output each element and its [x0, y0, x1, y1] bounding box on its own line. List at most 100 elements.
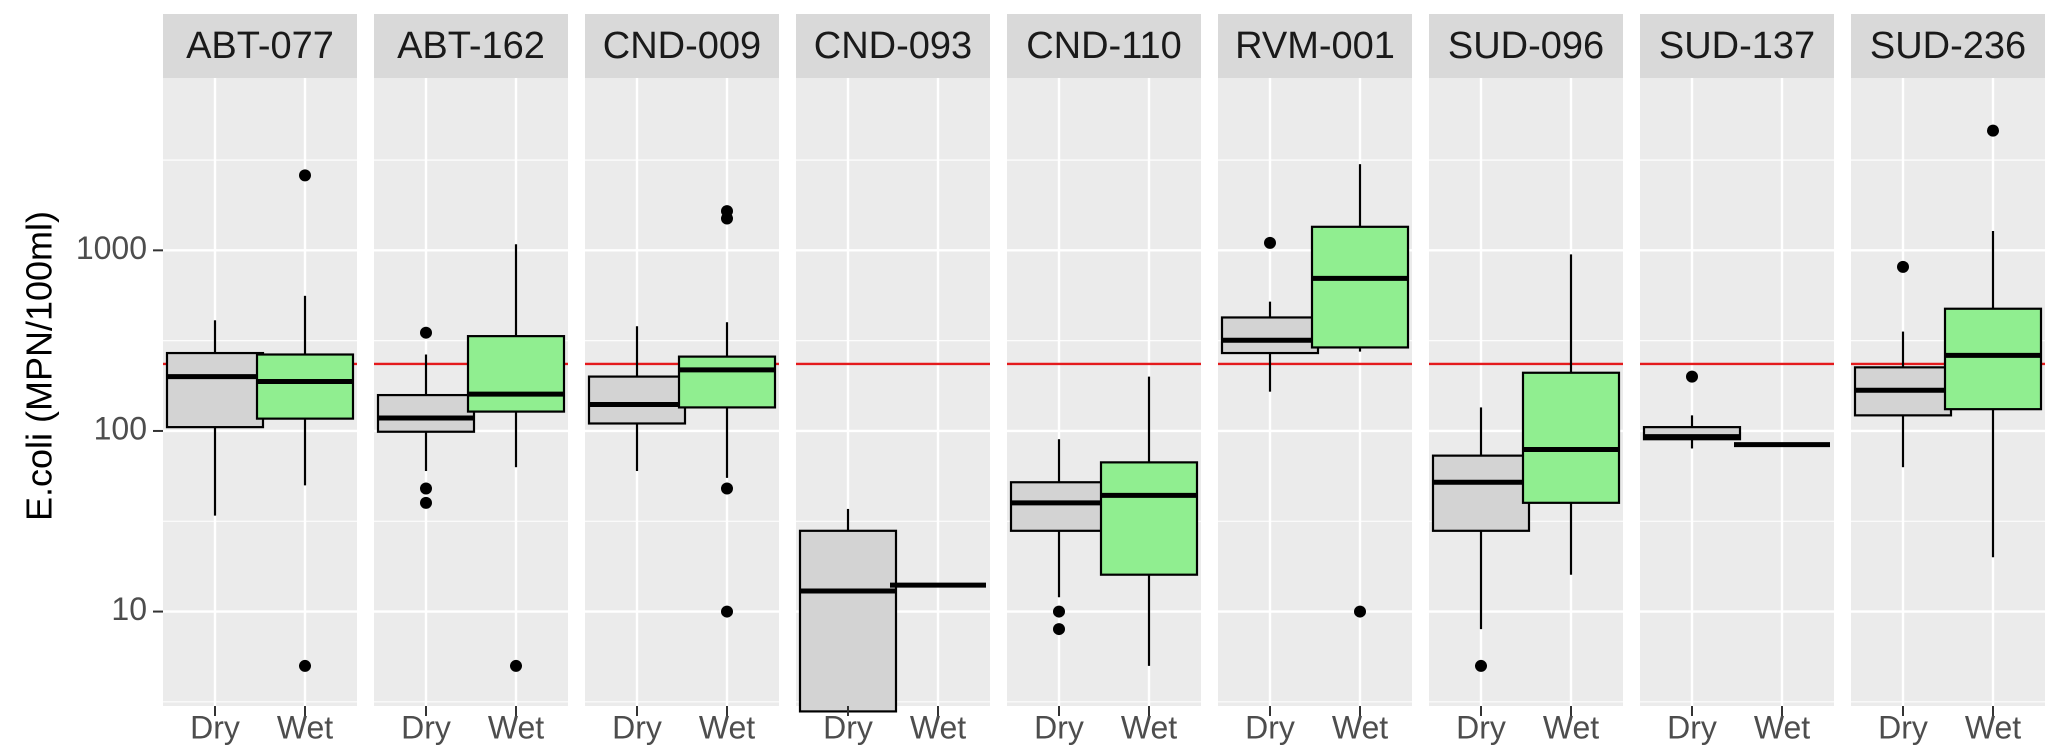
outlier-point — [721, 605, 733, 618]
box-dry — [1853, 260, 1953, 468]
facet-panel: CND-110 Dry Wet — [1007, 14, 1201, 745]
x-tick-label: Dry — [823, 709, 873, 745]
box-body — [1521, 371, 1621, 504]
box-dry — [376, 326, 476, 509]
facet-panel: ABT-077 Dry Wet — [163, 14, 357, 745]
outlier-point — [420, 326, 432, 339]
box-body — [1943, 307, 2043, 411]
outlier-point — [1686, 370, 1698, 383]
y-tick-label: 100 — [94, 410, 147, 446]
facet-label: CND-009 — [603, 25, 761, 67]
box-body — [587, 375, 687, 425]
facet-label: SUD-236 — [1870, 25, 2026, 67]
x-tick-label: Dry — [1878, 709, 1928, 745]
panel-background — [1640, 78, 1834, 706]
x-tick-label: Wet — [699, 709, 755, 745]
x-tick-label: Dry — [612, 709, 662, 745]
facet-strip — [796, 14, 990, 78]
box-wet — [1521, 254, 1621, 575]
box-body — [376, 393, 476, 433]
facet-panel: SUD-096 Dry Wet — [1429, 14, 1623, 745]
facet-label: SUD-137 — [1659, 25, 1815, 67]
box-dry — [1431, 407, 1531, 672]
x-tick-label: Wet — [1965, 709, 2021, 745]
box-body — [1009, 481, 1109, 532]
outlier-point — [1053, 605, 1065, 618]
outlier-point — [299, 169, 311, 182]
outlier-point — [1987, 124, 1999, 137]
y-tick-label: 1000 — [76, 230, 147, 266]
facet-strip — [1007, 14, 1201, 78]
facet-strip — [1429, 14, 1623, 78]
facet-label: SUD-096 — [1448, 25, 1604, 67]
facet-label: CND-110 — [1026, 25, 1182, 67]
x-tick-label: Wet — [1754, 709, 1810, 745]
outlier-point — [1053, 623, 1065, 636]
box-wet — [466, 244, 566, 672]
box-wet — [1943, 124, 2043, 558]
facet-label: CND-093 — [814, 25, 972, 67]
box-body — [798, 529, 898, 713]
facet-strip — [585, 14, 779, 78]
box-body — [466, 335, 566, 413]
outlier-point — [1264, 236, 1276, 249]
facet-strip — [374, 14, 568, 78]
facet-strip — [1851, 14, 2045, 78]
facet-strip — [1640, 14, 1834, 78]
outlier-point — [1897, 260, 1909, 273]
box-body — [1431, 454, 1531, 532]
outlier-point — [1354, 605, 1366, 618]
facet-panel: CND-093 Dry Wet — [796, 14, 990, 745]
box-body — [1220, 316, 1320, 355]
box-dry — [1009, 439, 1109, 636]
facet-panel: ABT-162 Dry Wet — [374, 14, 568, 745]
box-body — [165, 351, 265, 429]
outlier-point — [721, 205, 733, 218]
panel-background — [1007, 78, 1201, 706]
box-body — [1310, 225, 1410, 349]
outlier-point — [510, 659, 522, 672]
x-tick-label: Wet — [1543, 709, 1599, 745]
box-body — [255, 353, 355, 420]
x-tick-label: Wet — [488, 709, 544, 745]
x-tick-label: Dry — [190, 709, 240, 745]
x-tick-label: Dry — [1667, 709, 1717, 745]
facet-label: ABT-077 — [186, 25, 334, 67]
x-tick-label: Wet — [1332, 709, 1388, 745]
y-tick-label: 10 — [111, 591, 147, 627]
panel-background — [1218, 78, 1412, 706]
outlier-point — [299, 659, 311, 672]
box-dry — [587, 326, 687, 472]
box-wet — [1310, 164, 1410, 618]
x-tick-label: Wet — [277, 709, 333, 745]
y-axis: 10 100 1000 — [76, 230, 163, 627]
outlier-point — [420, 496, 432, 509]
outlier-point — [721, 482, 733, 495]
facet-panel: RVM-001 Dry Wet — [1218, 14, 1412, 745]
x-tick-label: Wet — [1121, 709, 1177, 745]
x-tick-label: Dry — [1456, 709, 1506, 745]
box-wet — [677, 205, 777, 618]
box-dry — [798, 508, 898, 713]
outlier-point — [420, 482, 432, 495]
x-tick-label: Dry — [1245, 709, 1295, 745]
facet-panel: SUD-137 Dry Wet — [1640, 14, 1834, 745]
box-body — [677, 355, 777, 409]
facet-panel: SUD-236 Dry Wet — [1851, 14, 2045, 745]
x-tick-label: Dry — [1034, 709, 1084, 745]
facet-strip — [1218, 14, 1412, 78]
outlier-point — [1475, 659, 1487, 672]
box-wet — [1099, 376, 1199, 666]
x-tick-label: Wet — [910, 709, 966, 745]
y-axis-title: E.coli (MPN/100ml) — [19, 211, 60, 521]
facet-label: RVM-001 — [1235, 25, 1395, 67]
box-dry — [1220, 236, 1320, 392]
facet-label: ABT-162 — [397, 25, 545, 67]
facet-panel: CND-009 Dry Wet — [585, 14, 779, 745]
facet-strip — [163, 14, 357, 78]
box-dry — [1642, 370, 1742, 449]
x-tick-label: Dry — [401, 709, 451, 745]
box-wet — [255, 169, 355, 672]
